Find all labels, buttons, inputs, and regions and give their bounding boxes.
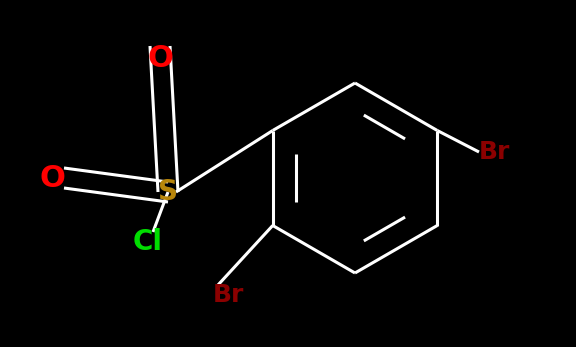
- Text: Cl: Cl: [133, 228, 163, 256]
- Text: S: S: [158, 178, 178, 206]
- Text: O: O: [147, 43, 173, 73]
- Text: Br: Br: [213, 283, 244, 307]
- Text: Br: Br: [478, 140, 510, 164]
- Text: O: O: [39, 163, 65, 193]
